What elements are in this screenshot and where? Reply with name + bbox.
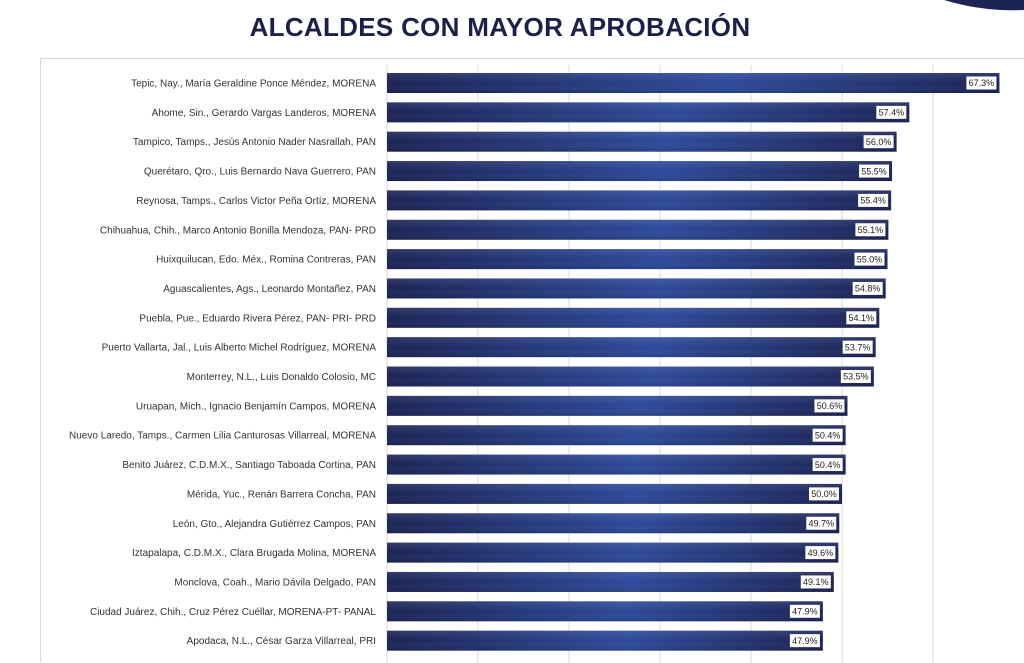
value-label: 55.1% [858, 225, 884, 235]
category-label: Ahome, Sin., Gerardo Vargas Landeros, MO… [152, 108, 377, 119]
value-label: 55.5% [861, 166, 887, 176]
bar-shade [387, 571, 834, 592]
category-label: Tepic, Nay., María Geraldine Ponce Ménde… [131, 79, 376, 90]
value-label: 56.0% [866, 137, 892, 147]
bar-chart: Tepic, Nay., María Geraldine Ponce Ménde… [69, 65, 1000, 663]
category-label: Huixquilucan, Edo. Méx., Romina Contrera… [156, 255, 376, 266]
value-label-box [855, 223, 886, 237]
value-label: 49.1% [803, 577, 829, 587]
value-label-box [814, 399, 845, 413]
category-label: Puerto Vallarta, Jal., Luis Alberto Mich… [102, 343, 377, 354]
bar-shade [387, 395, 848, 416]
value-label: 49.6% [808, 548, 834, 558]
value-label-box [966, 76, 997, 90]
category-label: Monclova, Coah., Mario Dávila Delgado, P… [174, 577, 376, 588]
value-label-box [859, 164, 890, 178]
category-labels: Tepic, Nay., María Geraldine Ponce Ménde… [69, 79, 376, 648]
value-label: 49.7% [809, 518, 835, 528]
bar-shade [387, 219, 889, 240]
value-label-box [858, 193, 889, 207]
value-label-box [863, 135, 894, 149]
value-label-box [812, 458, 843, 472]
category-label: Querétaro, Qro., Luis Bernardo Nava Guer… [144, 167, 376, 178]
value-label: 53.5% [843, 372, 869, 382]
value-label-box [840, 370, 871, 383]
value-label-box [789, 634, 820, 648]
corner-decoration [944, 0, 1024, 12]
value-label-box [800, 575, 831, 589]
bar-shade [387, 102, 910, 123]
value-label: 47.9% [792, 607, 818, 617]
value-label-box [789, 604, 820, 618]
value-label: 50.4% [815, 430, 841, 440]
value-label-box [806, 516, 837, 530]
category-label: Nuevo Laredo, Tamps., Carmen Lilia Cantu… [69, 431, 376, 442]
value-label-box [842, 340, 873, 354]
category-label: León, Gto., Alejandra Gutiérrez Campos, … [173, 519, 376, 530]
value-label: 47.9% [792, 636, 818, 646]
category-label: Aguascalientes, Ags., Leonardo Montañez,… [163, 284, 376, 295]
value-label: 50.0% [811, 489, 837, 499]
chart-frame: Tepic, Nay., María Geraldine Ponce Ménde… [40, 58, 1024, 663]
value-label: 67.3% [969, 78, 995, 88]
value-label-box [809, 487, 839, 501]
value-label: 54.8% [855, 284, 881, 294]
bar-shade [387, 190, 892, 211]
bar-shade [387, 249, 888, 270]
category-label: Uruapan, Mich., Ignacio Benjamín Campos,… [136, 401, 376, 412]
category-label: Tampico, Tamps., Jesús Antonio Nader Nas… [133, 137, 376, 148]
bar-shade [387, 425, 846, 446]
value-label-box [852, 281, 883, 295]
category-label: Ciudad Juárez, Chih., Cruz Pérez Cuéllar… [90, 607, 376, 618]
category-label: Chihuahua, Chih., Marco Antonio Bonilla … [100, 225, 376, 236]
value-label: 57.4% [879, 108, 905, 118]
value-label: 50.4% [815, 460, 841, 470]
bar-shade [387, 131, 897, 152]
bar-shade [387, 307, 880, 328]
bar-shade [387, 278, 886, 299]
value-label: 53.7% [845, 342, 871, 352]
bar-shade [387, 601, 823, 622]
category-label: Mérida, Yuc., Renán Barrera Concha, PAN [187, 489, 376, 500]
category-label: Benito Juárez, C.D.M.X., Santiago Taboad… [122, 460, 376, 471]
value-label: 54.1% [849, 313, 875, 323]
category-label: Puebla, Pue., Eduardo Rivera Pérez, PAN-… [139, 313, 376, 324]
bar-shade [387, 630, 823, 651]
chart-title: ALCALDES CON MAYOR APROBACIÓN [249, 12, 751, 42]
bar-shade [387, 454, 846, 475]
category-label: Apodaca, N.L., César Garza Villarreal, P… [187, 636, 376, 647]
value-label: 55.0% [857, 254, 883, 264]
bar-shade [387, 483, 842, 504]
bar-shade [387, 542, 839, 563]
category-label: Monterrey, N.L., Luis Donaldo Colosio, M… [187, 372, 376, 383]
value-labels: 67.3% 57.4% 56.0% 55.5% 55.4% 55.1% 55.0% 54.8%… [789, 76, 997, 648]
category-label: Iztapalapa, C.D.M.X., Clara Brugada Moli… [132, 548, 376, 559]
category-label: Reynosa, Tamps., Carlos Victor Peña Ortí… [136, 196, 376, 207]
value-label-box [854, 252, 885, 266]
value-label: 50.6% [817, 401, 843, 411]
value-label: 55.4% [860, 196, 886, 206]
value-label-box [812, 428, 843, 442]
value-label-box [846, 311, 877, 325]
value-label-box [876, 105, 907, 119]
bars [387, 73, 1000, 651]
bar-shade [387, 161, 893, 182]
bar-shade [387, 337, 876, 358]
bar-shade [387, 366, 874, 387]
bar-shade [387, 73, 1000, 93]
bar-shade [387, 513, 840, 534]
value-label-box [805, 546, 836, 560]
